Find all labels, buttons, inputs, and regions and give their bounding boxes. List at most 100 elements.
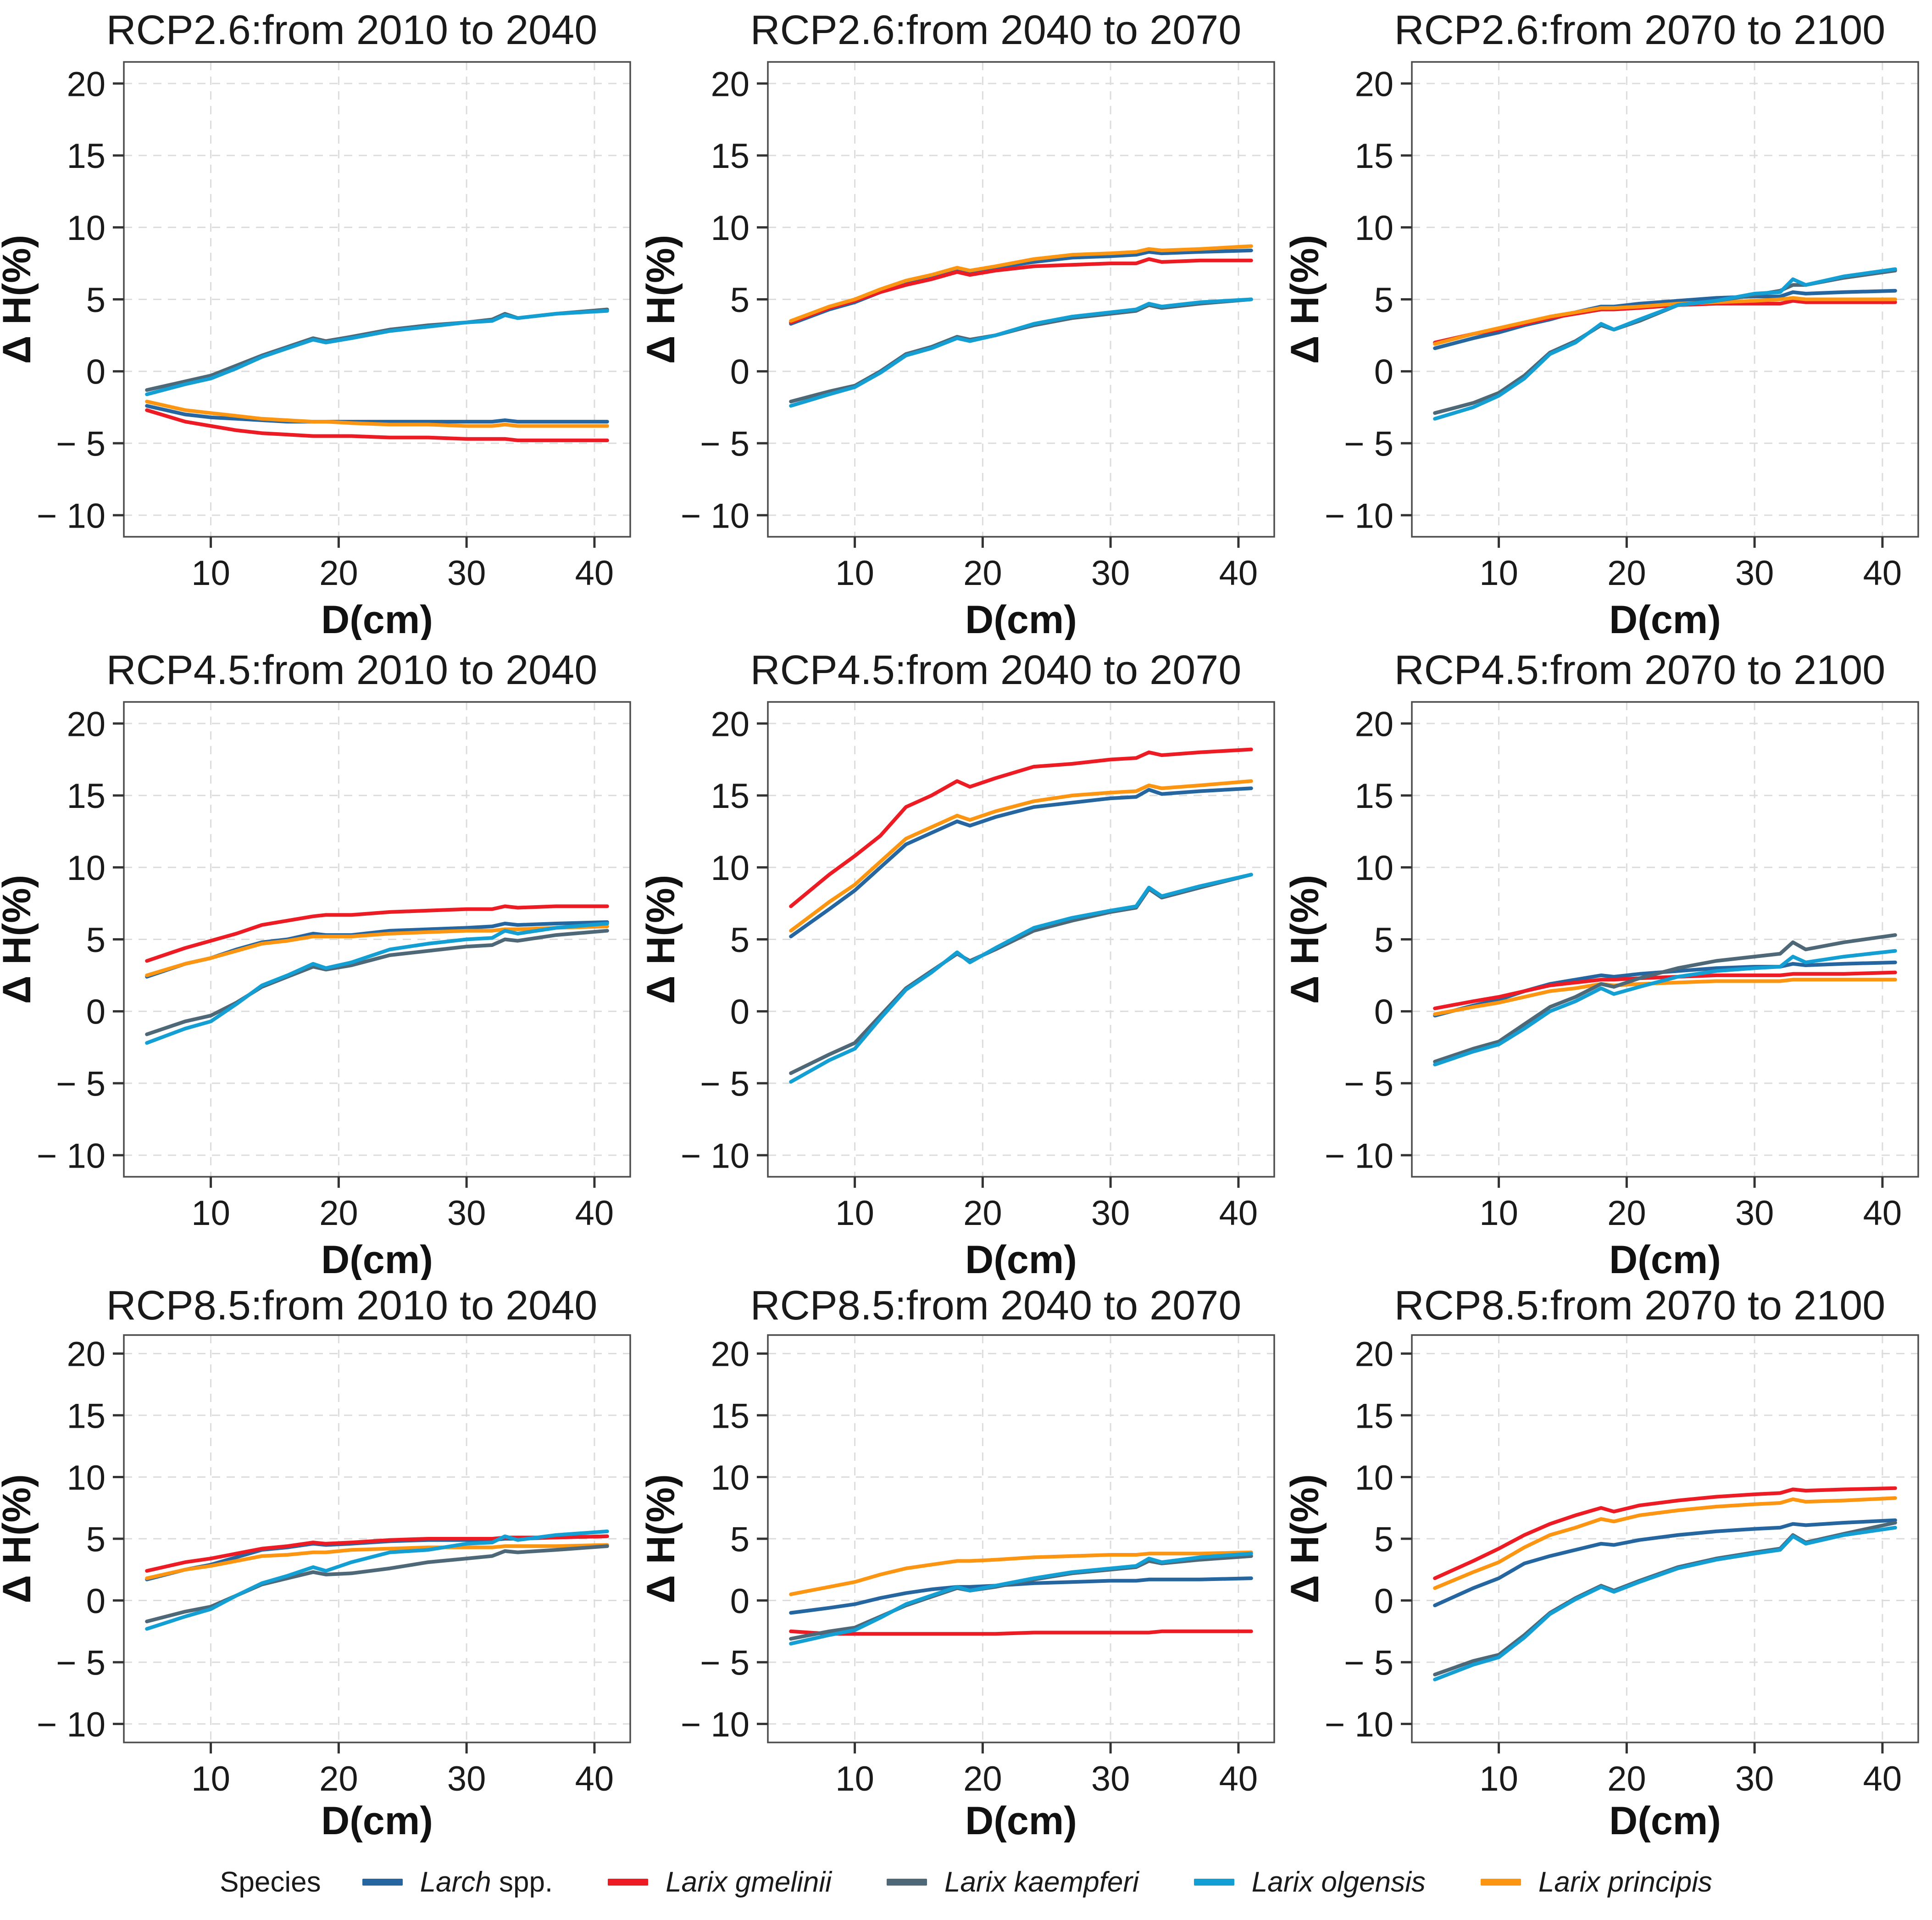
x-tick-label: 30: [1091, 1194, 1130, 1233]
y-tick-label: − 5: [700, 424, 749, 463]
x-axis-label: D(cm): [1609, 1238, 1721, 1280]
legend: Species Larch spp. Larix gmelinii Larix …: [0, 1844, 1932, 1920]
y-tick-label: − 5: [1344, 424, 1393, 463]
y-axis-label: Δ H(%): [0, 235, 39, 364]
panel-title: RCP4.5:from 2070 to 2100: [1394, 647, 1886, 693]
panel-title: RCP2.6:from 2040 to 2070: [750, 7, 1242, 53]
x-tick-label: 10: [835, 554, 874, 593]
y-tick-label: − 5: [700, 1064, 749, 1103]
legend-label-larix-kaempferi: Larix kaempferi: [944, 1866, 1139, 1898]
y-tick-label: 20: [1355, 1335, 1393, 1374]
panel-title: RCP4.5:from 2010 to 2040: [106, 647, 598, 693]
legend-label-larch-spp: Larch spp.: [420, 1866, 553, 1898]
series-line-olgensis: [789, 297, 1253, 408]
y-tick-label: 0: [1374, 1582, 1393, 1621]
x-tick-label: 40: [1219, 1194, 1258, 1233]
series-line-gmelinii: [789, 257, 1253, 324]
series-line-larch: [1433, 1518, 1897, 1608]
y-tick-label: − 10: [681, 1705, 749, 1744]
x-tick-label: 40: [1863, 1194, 1902, 1233]
x-tick-label: 20: [1607, 554, 1646, 593]
series-line-principis: [145, 400, 609, 428]
panel-title: RCP8.5:from 2010 to 2040: [106, 1283, 598, 1329]
y-tick-label: 15: [1355, 1397, 1393, 1436]
y-tick-label: 20: [67, 705, 105, 744]
y-tick-label: 20: [1355, 705, 1393, 744]
x-tick-label: 10: [835, 1759, 874, 1798]
panel-title: RCP2.6:from 2010 to 2040: [106, 7, 598, 53]
y-tick-label: 20: [1355, 65, 1393, 104]
y-tick-label: − 5: [56, 1643, 105, 1682]
x-axis-label: D(cm): [965, 1238, 1077, 1280]
y-tick-label: − 10: [681, 1136, 749, 1175]
y-tick-label: 20: [67, 65, 105, 104]
x-tick-label: 30: [1735, 1759, 1774, 1798]
y-tick-label: 0: [1374, 993, 1393, 1032]
x-tick-label: 20: [963, 554, 1002, 593]
legend-title: Species: [220, 1866, 321, 1898]
legend-item-larix-olgensis: Larix olgensis: [1194, 1866, 1426, 1898]
x-tick-label: 40: [1863, 1759, 1902, 1798]
y-tick-label: 10: [1355, 209, 1393, 248]
legend-label-italic: Larix olgensis: [1251, 1866, 1426, 1898]
series-line-gmelinii: [1433, 299, 1897, 345]
y-tick-label: 0: [730, 993, 749, 1032]
y-tick-label: − 5: [1344, 1643, 1393, 1682]
x-tick-label: 10: [1479, 1759, 1518, 1798]
panel-rcp45-2010-2040-chart: − 10 − 5 0 5 10 15 20 10 20 30 40 RCP4.5:from 2010 …: [0, 640, 644, 1280]
y-tick-label: 10: [711, 1458, 749, 1497]
y-tick-label: 5: [1374, 921, 1393, 960]
y-tick-label: 0: [730, 353, 749, 392]
y-tick-label: 10: [1355, 1458, 1393, 1497]
legend-item-larix-gmelinii: Larix gmelinii: [608, 1866, 832, 1898]
panel-rcp26-2010-2040-chart: − 10 − 5 0 5 10 15 20 10 20 30 40 RCP2.6:from 2010 …: [0, 0, 644, 640]
x-tick-label: 20: [963, 1194, 1002, 1233]
legend-label-italic: Larch: [420, 1866, 491, 1898]
series-line-olgensis: [789, 1552, 1253, 1646]
y-tick-label: 5: [86, 281, 105, 320]
series-line-kaempferi: [1433, 933, 1897, 1064]
y-tick-label: 15: [711, 777, 749, 816]
y-tick-label: − 10: [1325, 1705, 1393, 1744]
y-tick-label: 15: [1355, 137, 1393, 176]
y-tick-label: 10: [67, 209, 105, 248]
y-tick-label: 5: [730, 281, 749, 320]
y-tick-label: 10: [711, 849, 749, 888]
series-line-principis: [145, 1543, 609, 1581]
legend-key-larix-olgensis: [1194, 1879, 1234, 1886]
y-tick-label: 0: [86, 353, 105, 392]
y-tick-label: − 10: [1325, 496, 1393, 535]
y-tick-label: 10: [711, 209, 749, 248]
legend-item-larix-kaempferi: Larix kaempferi: [886, 1866, 1139, 1898]
x-tick-label: 40: [575, 1194, 614, 1233]
y-tick-label: 5: [86, 921, 105, 960]
legend-label-italic: Larix gmelinii: [666, 1866, 832, 1898]
x-tick-label: 20: [963, 1759, 1002, 1798]
legend-label-larix-principis: Larix principis: [1538, 1866, 1712, 1898]
series-line-gmelinii: [145, 408, 609, 442]
x-axis-label: D(cm): [1609, 598, 1721, 640]
x-axis-label: D(cm): [965, 1799, 1077, 1843]
panel-rcp45-2040-2070-chart: − 10 − 5 0 5 10 15 20 10 20 30 40 RCP4.5:from 2040 …: [644, 640, 1288, 1280]
panel-rcp85-2070-2100-chart: − 10 − 5 0 5 10 15 20 10 20 30 40 RCP8.5:from 2070 …: [1288, 1280, 1932, 1844]
series-line-principis: [145, 924, 609, 977]
y-tick-label: 20: [711, 1335, 749, 1374]
x-axis-label: D(cm): [965, 598, 1077, 640]
series-line-olgensis: [145, 922, 609, 1045]
y-axis-label: Δ H(%): [644, 235, 683, 364]
series-line-principis: [1433, 978, 1897, 1016]
legend-key-larix-kaempferi: [886, 1879, 927, 1886]
y-tick-label: 15: [67, 137, 105, 176]
legend-item-larch-spp: Larch spp.: [362, 1866, 553, 1898]
y-tick-label: 5: [1374, 1520, 1393, 1559]
series-line-olgensis: [1433, 949, 1897, 1067]
y-tick-label: 10: [1355, 849, 1393, 888]
legend-label-italic: Larix kaempferi: [944, 1866, 1139, 1898]
x-tick-label: 10: [1479, 554, 1518, 593]
panel-rcp45-2070-2100-chart: − 10 − 5 0 5 10 15 20 10 20 30 40 RCP4.5:from 2070 …: [1288, 640, 1932, 1280]
series-line-principis: [1433, 296, 1897, 346]
y-axis-label: Δ H(%): [1288, 875, 1327, 1004]
legend-key-larix-gmelinii: [608, 1879, 649, 1886]
legend-label-larix-gmelinii: Larix gmelinii: [666, 1866, 832, 1898]
series-line-larch: [1433, 289, 1897, 351]
